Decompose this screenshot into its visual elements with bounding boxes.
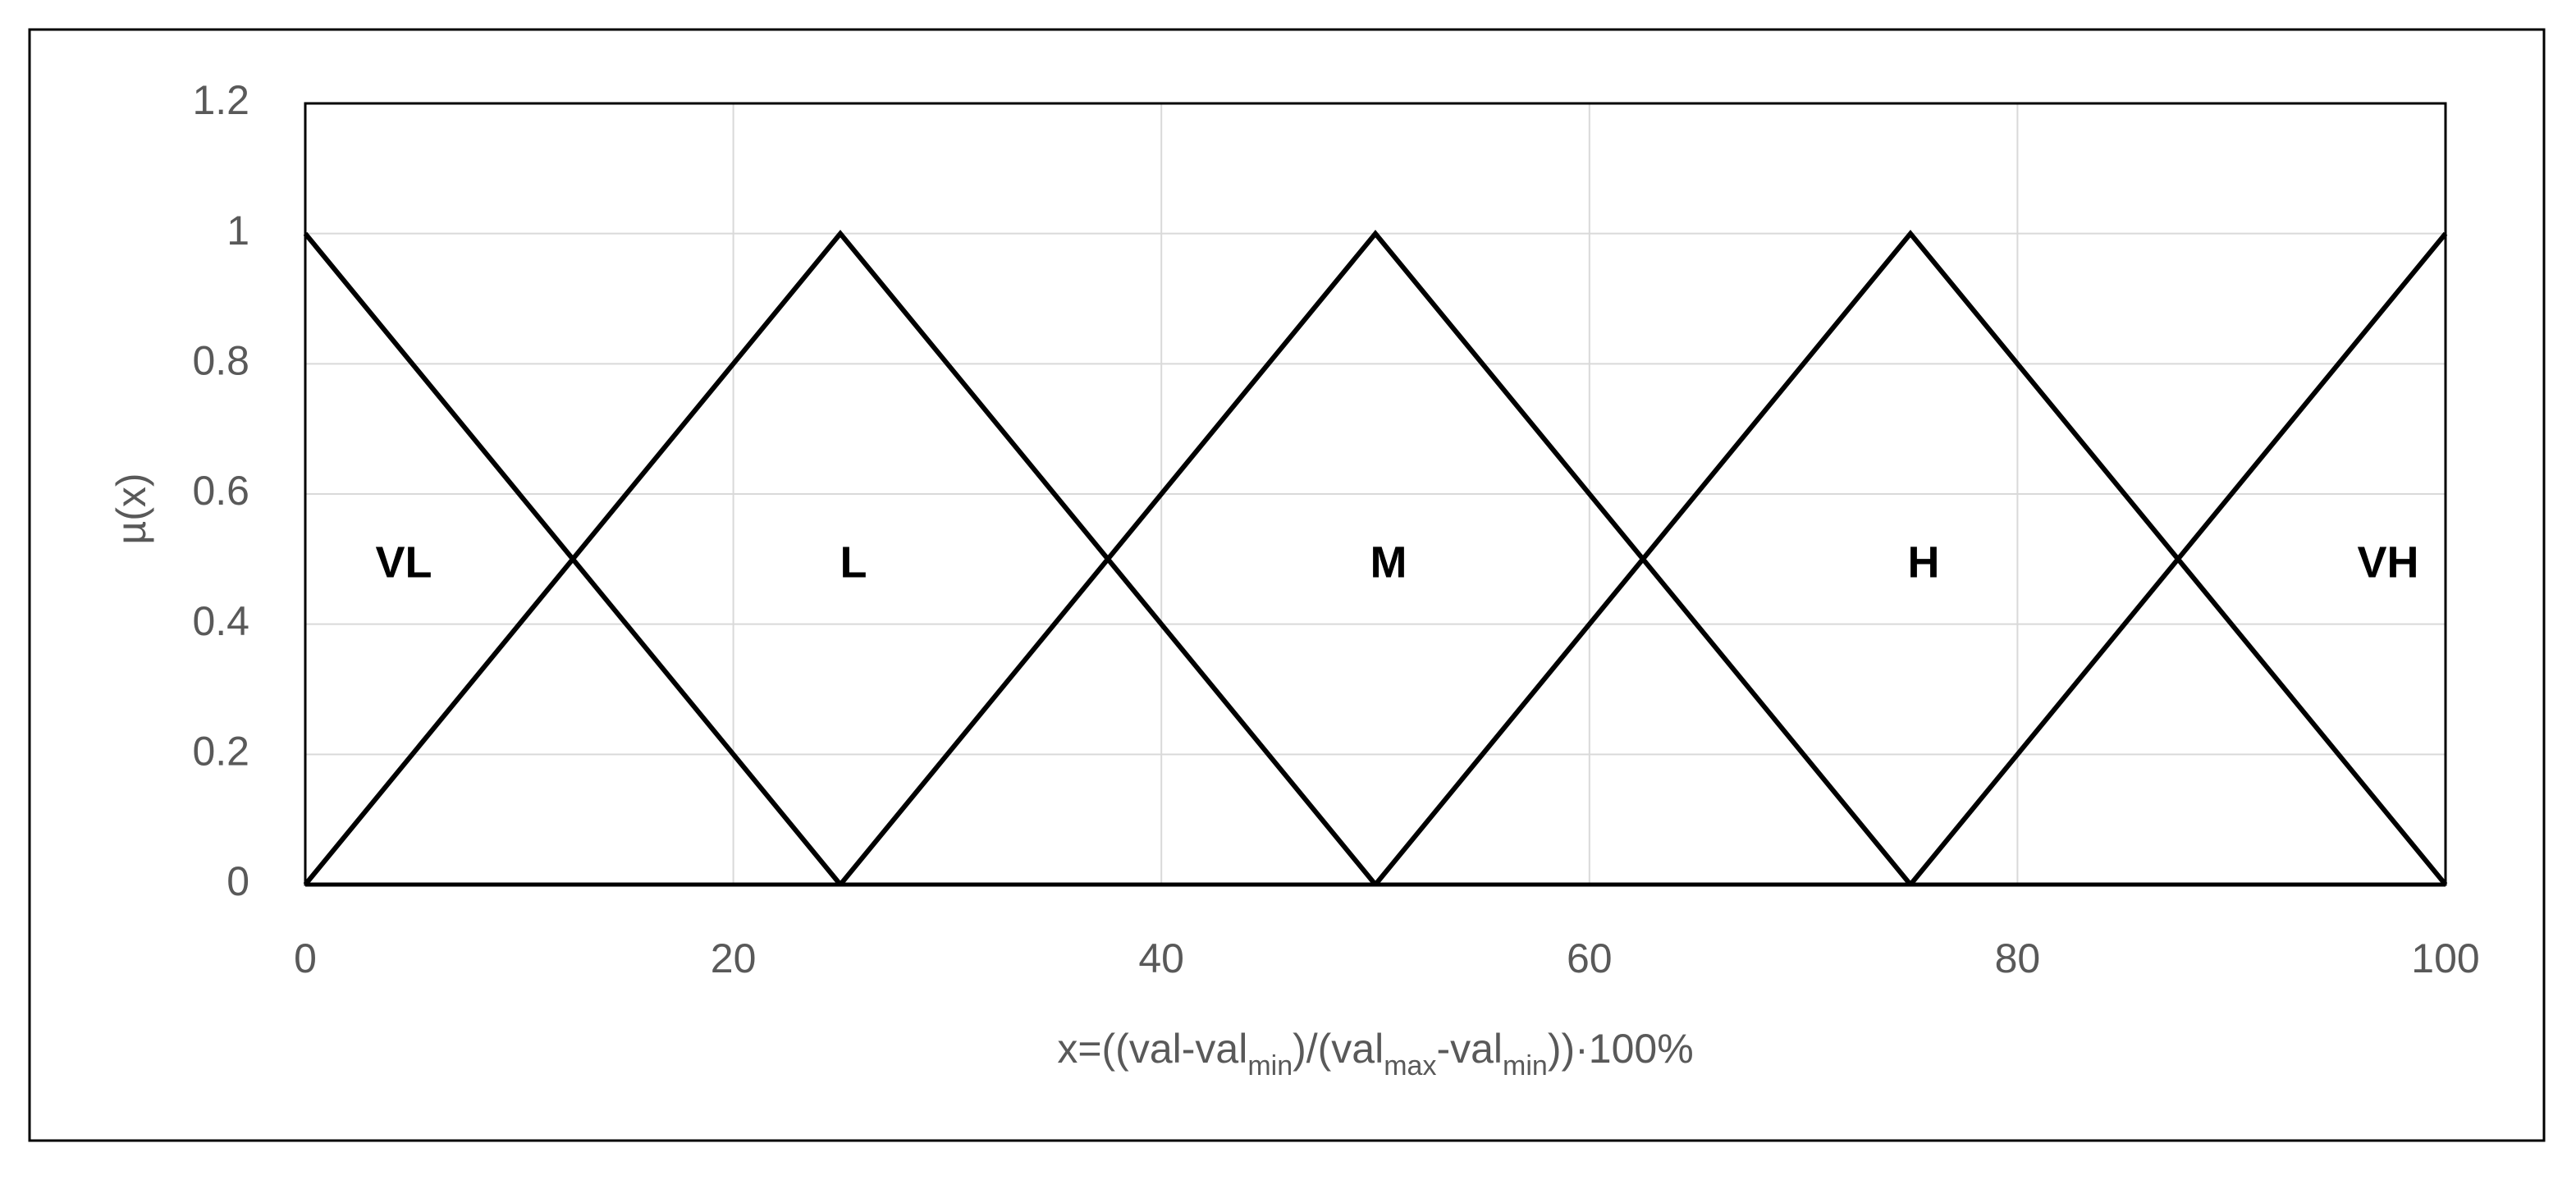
x-tick-label: 40 — [1138, 935, 1184, 981]
series-label: VL — [375, 538, 432, 588]
x-tick-label: 60 — [1567, 935, 1613, 981]
x-axis-title-part: min — [1247, 1050, 1293, 1082]
x-tick-label: 20 — [711, 935, 757, 981]
chart-frame — [28, 28, 2546, 1142]
y-tick-label: 1 — [226, 208, 249, 254]
x-axis-title-part: x=((val-val — [1057, 1026, 1247, 1072]
x-axis-title-part: )/(val — [1293, 1026, 1384, 1072]
y-tick-label: 0.4 — [192, 598, 249, 644]
x-axis-title-part: -val — [1436, 1026, 1503, 1072]
x-tick-label: 100 — [2411, 935, 2479, 981]
y-tick-label: 0.2 — [192, 729, 249, 775]
y-tick-label: 0.6 — [192, 468, 249, 514]
y-axis-title: µ(x) — [108, 473, 154, 544]
x-axis-title-part: min — [1503, 1050, 1548, 1082]
x-axis-title: x=((val-valmin)/(valmax-valmin))·100% — [1057, 1026, 1693, 1082]
y-tick-label: 0 — [226, 858, 249, 904]
series-line — [838, 229, 1913, 886]
x-axis-title-part: ))·100% — [1548, 1026, 1694, 1072]
series-label: L — [840, 538, 867, 588]
x-tick-label: 80 — [1995, 935, 2041, 981]
y-tick-label: 0.8 — [192, 338, 249, 384]
series-label: VH — [2357, 538, 2418, 588]
series-label: H — [1908, 538, 1940, 588]
series-label: M — [1370, 538, 1407, 588]
series-line — [1373, 229, 2448, 886]
y-tick-label: 1.2 — [192, 77, 249, 123]
x-tick-label: 0 — [294, 935, 317, 981]
series-line — [303, 229, 1378, 886]
series-line — [1908, 231, 2448, 886]
x-axis-title-part: max — [1384, 1050, 1436, 1082]
